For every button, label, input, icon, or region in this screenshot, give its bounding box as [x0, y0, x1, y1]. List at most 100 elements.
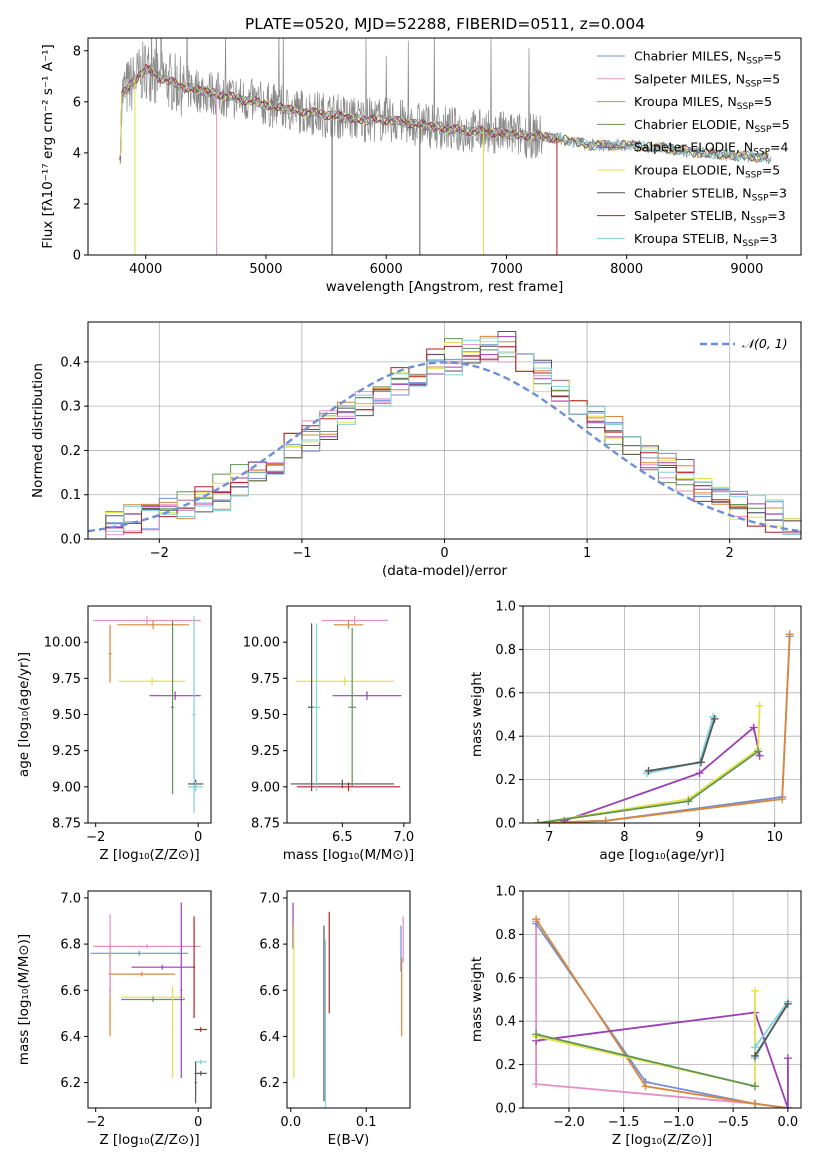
- axes-frame: [87, 890, 212, 1109]
- weight-marker: [532, 1030, 541, 1039]
- x-tick-label: 9000: [730, 262, 763, 277]
- y-axis-label: age [log₁₀(age/yr)]: [16, 652, 32, 777]
- x-tick-label: 6000: [370, 262, 403, 277]
- gaussian-curve: [88, 361, 801, 533]
- x-tick-label: 9: [695, 830, 703, 845]
- y-tick-label: 0.2: [495, 773, 516, 788]
- x-axis-label: Z [log₁₀(Z/Z⊙)]: [612, 1132, 712, 1148]
- y-axis-label: Flux [fλ10⁻¹⁷ erg cm⁻² s⁻¹ A⁻¹]: [40, 44, 56, 249]
- legend-label: Salpeter MILES, NSSP=5: [634, 71, 780, 89]
- x-tick-label: 4000: [129, 262, 162, 277]
- y-tick-label: 0.1: [60, 488, 81, 503]
- weight-marker: [644, 766, 653, 775]
- weight-marker: [532, 1080, 541, 1089]
- y-tick-label: 9.25: [52, 744, 81, 759]
- plot-area: [93, 616, 204, 813]
- y-tick-label: 1.0: [495, 600, 516, 615]
- legend-label: Chabrier MILES, NSSP=5: [634, 49, 782, 67]
- x-tick-label: −1.0: [663, 1115, 695, 1130]
- weight-marker: [751, 986, 760, 995]
- x-tick-label: 8000: [610, 262, 643, 277]
- y-tick-label: 10.00: [44, 636, 81, 651]
- y-tick-label: 0.6: [495, 971, 516, 986]
- weight-marker: [601, 816, 610, 823]
- y-tick-label: 9.00: [251, 780, 280, 795]
- weight-marker: [755, 751, 764, 760]
- legend-label: Kroupa STELIB, NSSP=3: [634, 231, 778, 249]
- weight-line-chabrier_stelib: [754, 1003, 789, 1057]
- y-tick-label: 6.2: [60, 1076, 81, 1091]
- y-tick-label: 6.6: [259, 984, 280, 999]
- legend-label: Salpeter STELIB, NSSP=3: [634, 208, 786, 226]
- weight-line-kroupa_miles: [537, 634, 791, 823]
- panel-residuals: 𝒩(0, 1) −2 −1 0 1 2 0.0 0.1 0.2 0.3 0.4 (data-model…: [30, 321, 802, 579]
- y-tick-label: 9.75: [52, 672, 81, 687]
- x-tick-label: −2: [86, 830, 105, 845]
- y-tick-label: 0.0: [495, 817, 516, 832]
- legend-label: Chabrier STELIB, NSSP=3: [634, 185, 787, 203]
- weight-marker: [778, 795, 787, 804]
- y-axis-label: mass weight: [469, 672, 485, 757]
- legend-label: Salpeter ELODIE, NSSP=4: [634, 140, 789, 158]
- weight-marker: [695, 769, 704, 778]
- model-spectrum-salpeter_stelib: [121, 64, 559, 143]
- legend-label: Kroupa ELODIE, NSSP=5: [634, 163, 780, 181]
- weight-marker: [783, 1104, 792, 1108]
- axes-frame: [522, 890, 802, 1109]
- weight-line-kroupa_elodie: [537, 705, 761, 823]
- y-tick-label: 0: [73, 249, 81, 264]
- y-axis-label: mass [log₁₀(M/M⊙)]: [16, 934, 32, 1065]
- plot-area: [523, 606, 801, 823]
- weight-marker: [785, 630, 794, 639]
- x-tick-label: 7: [545, 830, 553, 845]
- x-tick-label: 0.0: [778, 1115, 799, 1130]
- x-tick-label: 0: [440, 546, 448, 561]
- plot-area: [292, 902, 404, 1108]
- y-tick-label: 2: [73, 197, 81, 212]
- x-tick-label: 0: [194, 830, 202, 845]
- x-tick-label: −2.0: [553, 1115, 585, 1130]
- weight-marker: [754, 747, 763, 756]
- panel-mass-vs-Z: −2 0 6.2 6.4 6.6 6.8 7.0 Z [log₁₀(Z/Z⊙)] mass [l…: [16, 890, 212, 1148]
- x-tick-label: 6.5: [332, 830, 353, 845]
- x-tick-label: 0.1: [356, 1115, 377, 1130]
- y-tick-label: 6.6: [60, 984, 81, 999]
- weight-marker: [641, 1082, 650, 1091]
- weight-line-kroupa_miles: [535, 918, 789, 1108]
- model-spectrum-kroupa_stelib: [121, 66, 772, 163]
- y-tick-label: 0.4: [495, 1015, 516, 1030]
- y-tick-label: 6.2: [259, 1076, 280, 1091]
- weight-line-chabrier_elodie: [535, 1033, 756, 1088]
- plot-area: [88, 322, 801, 539]
- weight-marker: [534, 819, 543, 823]
- y-tick-label: 0.0: [60, 533, 81, 548]
- histogram-salpeter_stelib: [88, 345, 801, 539]
- y-tick-label: 8.75: [251, 817, 280, 832]
- x-tick-label: 7.0: [394, 830, 415, 845]
- x-tick-label: −2: [86, 1115, 105, 1130]
- y-tick-label: 9.25: [251, 744, 280, 759]
- weight-marker: [751, 1099, 760, 1108]
- x-axis-label: mass [log₁₀(M/M⊙)]: [283, 847, 414, 863]
- y-tick-label: 10.00: [243, 636, 280, 651]
- plot-area: [90, 902, 207, 1104]
- plot-area: [290, 616, 402, 792]
- y-tick-label: 6: [73, 95, 81, 110]
- x-tick-label: 7000: [490, 262, 523, 277]
- y-tick-label: 0.0: [495, 1102, 516, 1117]
- weight-marker: [751, 1051, 760, 1060]
- x-axis-label: Z [log₁₀(Z/Z⊙)]: [99, 847, 199, 863]
- weight-marker: [751, 1082, 760, 1091]
- weight-marker: [684, 797, 693, 806]
- x-tick-label: 0.0: [280, 1115, 301, 1130]
- weight-marker: [710, 714, 719, 723]
- x-tick-label: 0: [194, 1115, 202, 1130]
- x-axis-label: E(B-V): [328, 1132, 370, 1148]
- axes-frame: [286, 890, 411, 1109]
- y-tick-label: 0.8: [495, 928, 516, 943]
- x-tick-label: 1: [583, 546, 591, 561]
- panel-age-vs-Z: −2 0 8.75 9.00 9.25 9.50 9.75 10.00 Z [log₁₀(Z/Z…: [16, 605, 212, 863]
- y-tick-label: 6.8: [259, 938, 280, 953]
- weight-marker: [783, 999, 792, 1008]
- axes-frame: [522, 605, 802, 824]
